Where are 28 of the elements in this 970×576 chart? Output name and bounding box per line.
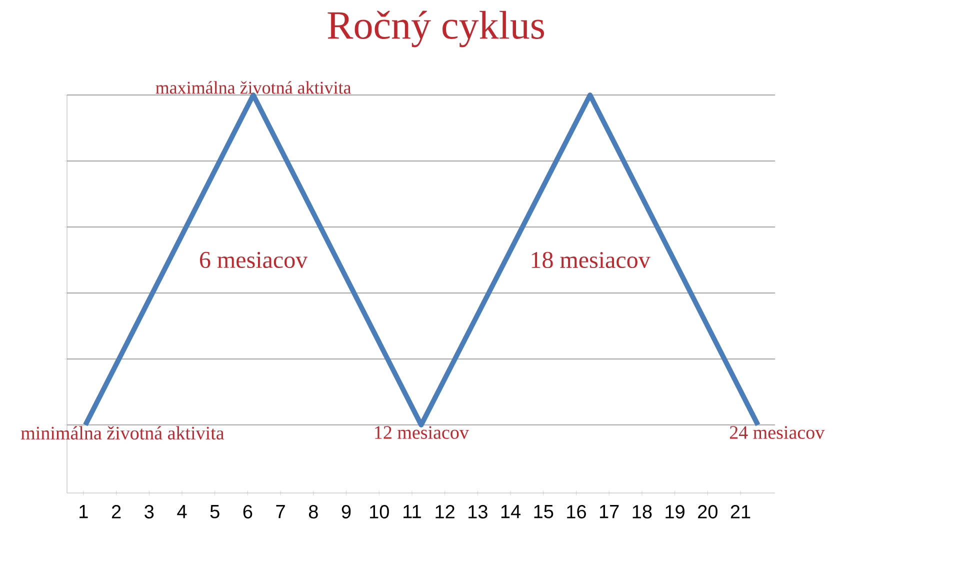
x-tick-label: 13 bbox=[468, 505, 488, 518]
x-tick-label: 14 bbox=[501, 505, 521, 518]
x-tick-label: 1 bbox=[80, 505, 88, 518]
x-tick-label: 17 bbox=[600, 505, 619, 518]
annotation: 12 mesiacov bbox=[375, 426, 469, 439]
x-tick-label: 6 bbox=[243, 505, 252, 518]
x-tick-label: 12 bbox=[436, 505, 454, 518]
x-tick-label: 19 bbox=[666, 505, 684, 518]
x-tick-label: 10 bbox=[370, 505, 389, 518]
chart-title: Ročný cyklus bbox=[328, 10, 544, 48]
x-tick-label: 18 bbox=[632, 505, 652, 518]
x-tick-label: 15 bbox=[534, 505, 554, 518]
x-tick-label: 9 bbox=[342, 505, 351, 518]
x-tick-label: 7 bbox=[276, 505, 285, 518]
x-tick-label: 4 bbox=[177, 505, 187, 518]
x-tick-label: 21 bbox=[730, 505, 750, 518]
x-tick-label: 16 bbox=[567, 505, 586, 518]
x-tick-label: 5 bbox=[210, 505, 220, 518]
x-tick-label: 8 bbox=[308, 505, 318, 518]
annotation: 24 mesiacov bbox=[730, 426, 825, 439]
annotation: maximálna životná aktivita bbox=[156, 81, 352, 94]
x-tick-label: 2 bbox=[112, 505, 121, 518]
annotation: 18 mesiacov bbox=[532, 252, 650, 268]
annotation: minimálna životná aktivita bbox=[21, 426, 224, 440]
x-tick-label: 11 bbox=[404, 505, 421, 518]
annotation: 6 mesiacov bbox=[200, 252, 308, 268]
x-tick-label: 20 bbox=[698, 505, 718, 518]
x-tick-label: 3 bbox=[144, 505, 154, 518]
